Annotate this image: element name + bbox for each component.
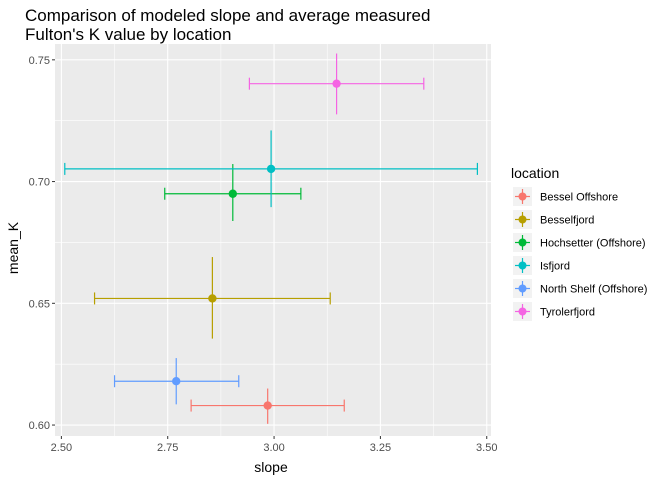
series-isfjord — [64, 130, 478, 208]
legend-item: Hochsetter (Offshore) — [513, 233, 646, 252]
legend-key-point — [518, 307, 527, 316]
x-tick-label: 2.75 — [157, 442, 178, 454]
chart-marks — [64, 53, 478, 424]
legend-key-point — [518, 284, 527, 293]
series-bessel-offshore — [190, 388, 345, 424]
y-axis: 0.60 0.65 0.70 0.75 — [29, 55, 55, 432]
x-tick-label: 2.50 — [51, 442, 72, 454]
x-tick-label: 3.25 — [370, 442, 391, 454]
series-besselfjord — [93, 257, 331, 339]
legend-item: Besselfjord — [513, 210, 594, 229]
minor-grid — [55, 44, 491, 436]
legend-label: Hochsetter (Offshore) — [540, 238, 646, 250]
x-axis-title: slope — [254, 459, 288, 475]
data-point — [228, 189, 238, 198]
legend-key-point — [518, 215, 527, 224]
legend-label: Tyrolerfjord — [540, 307, 595, 319]
chart-title-line-2: Fulton's K value by location — [25, 25, 231, 44]
y-tick-label: 0.65 — [29, 298, 50, 310]
legend-key-point — [518, 238, 527, 247]
data-point — [208, 294, 217, 303]
series-tyrolerfjord — [248, 53, 425, 115]
x-tick-label: 3.50 — [476, 442, 497, 454]
data-point — [263, 401, 272, 410]
x-tick-label: 3.00 — [263, 442, 284, 454]
legend: location Bessel Offshore Besselfjord Hochs… — [511, 165, 647, 321]
legend-title: location — [511, 165, 559, 181]
legend-item: Tyrolerfjord — [513, 302, 595, 321]
chart-title-line-1: Comparison of modeled slope and average … — [25, 6, 430, 25]
y-tick-label: 0.75 — [29, 55, 50, 67]
legend-key-point — [518, 192, 527, 201]
data-point — [332, 79, 341, 88]
x-axis: 2.50 2.75 3.00 3.25 3.50 — [51, 436, 497, 454]
legend-label: Besselfjord — [540, 215, 594, 227]
legend-label: Bessel Offshore — [540, 192, 618, 204]
plot-panel — [55, 44, 491, 436]
legend-item: Isfjord — [513, 256, 570, 275]
legend-item: North Shelf (Offshore) — [513, 279, 647, 298]
data-point — [172, 377, 181, 386]
y-axis-title: mean_K — [5, 221, 21, 274]
series-north-shelf-offshore — [113, 358, 240, 405]
data-point — [266, 164, 276, 174]
legend-key-point — [518, 261, 527, 270]
y-tick-label: 0.60 — [29, 420, 50, 432]
series-hochsetter-offshore — [164, 164, 302, 222]
major-grid — [55, 44, 491, 436]
legend-item: Bessel Offshore — [513, 187, 618, 206]
legend-label: Isfjord — [540, 261, 570, 273]
legend-label: North Shelf (Offshore) — [540, 284, 647, 296]
y-tick-label: 0.70 — [29, 177, 50, 189]
